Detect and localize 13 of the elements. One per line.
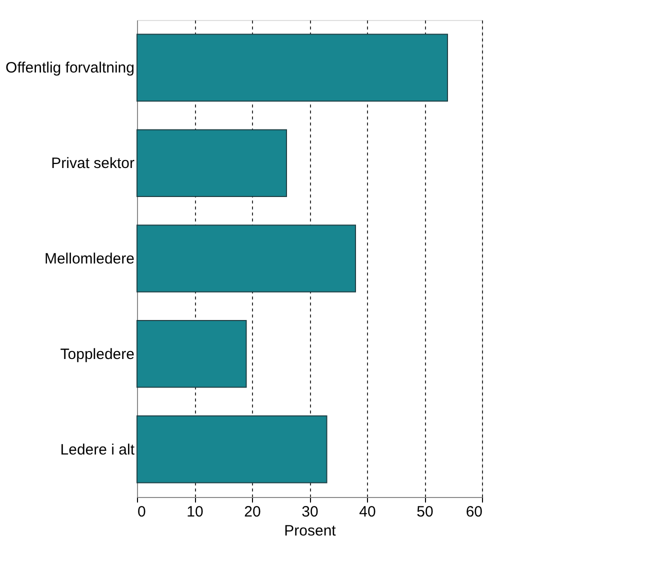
x-tick-label: 20 bbox=[244, 504, 261, 520]
x-tick-label: 50 bbox=[416, 504, 434, 520]
x-axis-title: Prosent bbox=[284, 522, 337, 540]
x-tick-label: 30 bbox=[302, 504, 318, 520]
y-tick-label: Privat sektor bbox=[51, 155, 134, 172]
y-tick-label: Mellomledere bbox=[44, 250, 134, 268]
x-tick-label: 60 bbox=[466, 504, 482, 520]
x-tick-label: 0 bbox=[138, 504, 146, 520]
y-tick-label: Ledere i alt bbox=[60, 441, 136, 458]
y-tick-label: Toppledere bbox=[60, 346, 134, 363]
x-tick-label: 10 bbox=[186, 504, 204, 520]
y-tick-label: Offentlig forvaltning bbox=[6, 60, 134, 77]
x-tick-label: 40 bbox=[359, 504, 376, 520]
